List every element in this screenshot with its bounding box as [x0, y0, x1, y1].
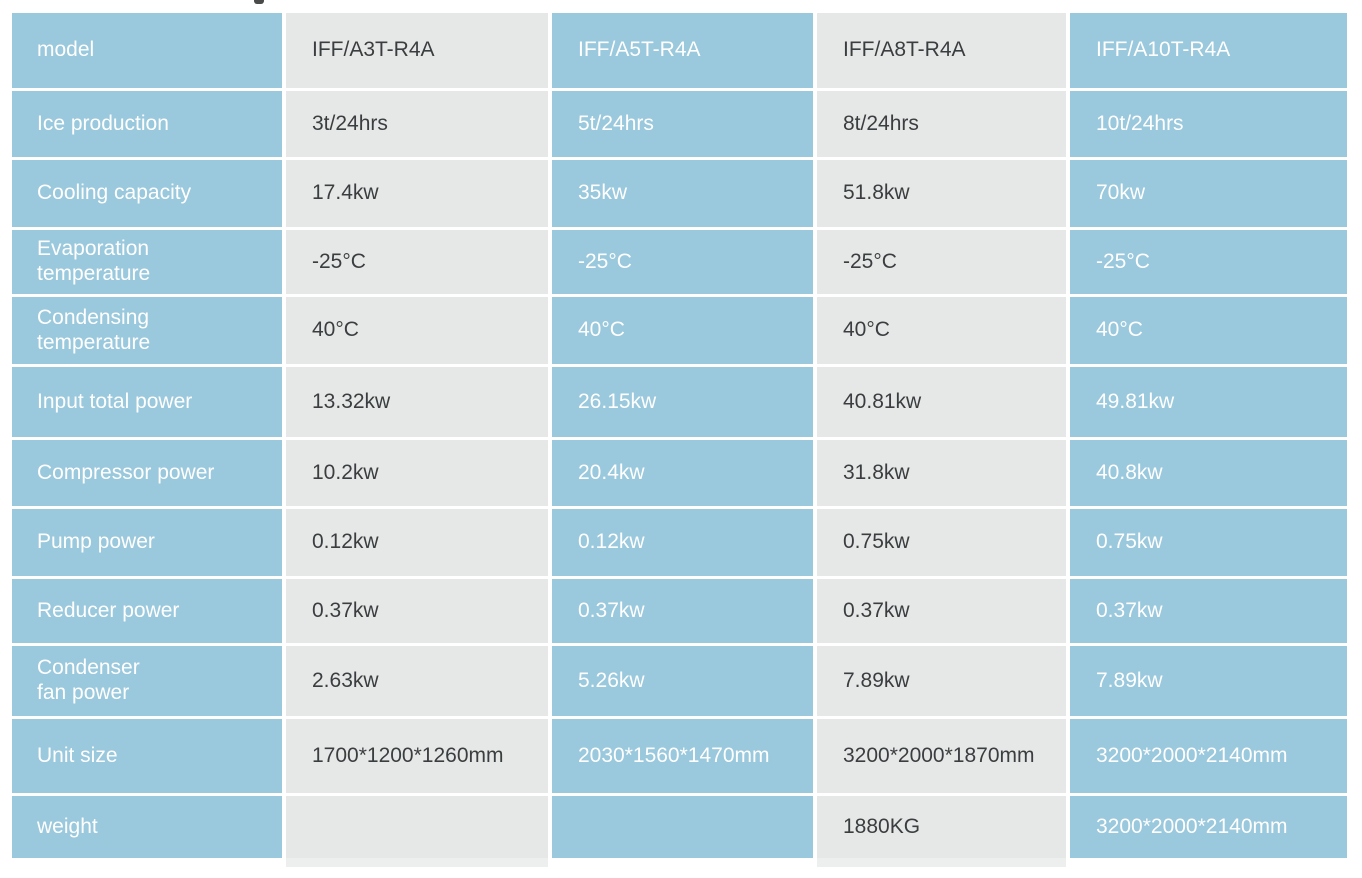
- spec-value-cell: 5t/24hrs: [552, 91, 813, 157]
- spec-value-cell: 40.8kw: [1070, 440, 1347, 506]
- spec-value-cell: -25°C: [286, 230, 548, 294]
- spec-value-cell: 2.63kw: [286, 646, 548, 716]
- spec-value-cell: -25°C: [1070, 230, 1347, 294]
- spec-table: model IFF/A3T-R4A IFF/A5T-R4A IFF/A8T-R4A IF…: [12, 13, 1347, 858]
- spec-value-cell: 0.75kw: [1070, 509, 1347, 576]
- spec-value-cell: 0.37kw: [1070, 579, 1347, 643]
- spec-row-label: Compressor power: [12, 440, 282, 506]
- spec-value-cell: 20.4kw: [552, 440, 813, 506]
- spec-value-cell: 10.2kw: [286, 440, 548, 506]
- spec-value-cell: IFF/A3T-R4A: [286, 13, 548, 88]
- spec-row-label: Condensing temperature: [12, 297, 282, 364]
- spec-row-label: Pump power: [12, 509, 282, 576]
- spec-row-label: Cooling capacity: [12, 160, 282, 227]
- spec-value-cell: 51.8kw: [817, 160, 1066, 227]
- spec-row-label: Condenser fan power: [12, 646, 282, 716]
- spec-row-label: weight: [12, 796, 282, 858]
- spec-value-cell: 1700*1200*1260mm: [286, 719, 548, 793]
- spec-row-label: Input total power: [12, 367, 282, 437]
- spec-row-label: Reducer power: [12, 579, 282, 643]
- spec-row-label: Ice production: [12, 91, 282, 157]
- spec-value-cell: 17.4kw: [286, 160, 548, 227]
- spec-value-cell: 40°C: [552, 297, 813, 364]
- gray-column-tail: [817, 858, 1066, 867]
- spec-value-cell: 2030*1560*1470mm: [552, 719, 813, 793]
- spec-row-label: Unit size: [12, 719, 282, 793]
- spec-value-cell: IFF/A5T-R4A: [552, 13, 813, 88]
- spec-value-cell: 35kw: [552, 160, 813, 227]
- spec-value-cell: 10t/24hrs: [1070, 91, 1347, 157]
- spec-value-cell: 0.12kw: [552, 509, 813, 576]
- spec-value-cell: 0.37kw: [817, 579, 1066, 643]
- spec-value-cell: 49.81kw: [1070, 367, 1347, 437]
- spec-value-cell: 70kw: [1070, 160, 1347, 227]
- spec-value-cell: 31.8kw: [817, 440, 1066, 506]
- spec-value-cell: 8t/24hrs: [817, 91, 1066, 157]
- spec-value-cell: 5.26kw: [552, 646, 813, 716]
- spec-value-cell: 40°C: [286, 297, 548, 364]
- spec-value-cell: [286, 796, 548, 858]
- spec-value-cell: 3200*2000*1870mm: [817, 719, 1066, 793]
- spec-row-label: model: [12, 13, 282, 88]
- spec-value-cell: 13.32kw: [286, 367, 548, 437]
- spec-value-cell: 1880KG: [817, 796, 1066, 858]
- spec-value-cell: 0.12kw: [286, 509, 548, 576]
- spec-value-cell: 0.37kw: [552, 579, 813, 643]
- spec-value-cell: [552, 796, 813, 858]
- spec-value-cell: IFF/A8T-R4A: [817, 13, 1066, 88]
- gray-column-tail: [286, 858, 548, 867]
- spec-value-cell: 3200*2000*2140mm: [1070, 796, 1347, 858]
- spec-value-cell: 3200*2000*2140mm: [1070, 719, 1347, 793]
- spec-value-cell: 40°C: [817, 297, 1066, 364]
- spec-value-cell: 3t/24hrs: [286, 91, 548, 157]
- spec-value-cell: -25°C: [552, 230, 813, 294]
- spec-value-cell: 0.37kw: [286, 579, 548, 643]
- spec-value-cell: -25°C: [817, 230, 1066, 294]
- cropped-title-artifact: [254, 0, 264, 4]
- spec-value-cell: 40°C: [1070, 297, 1347, 364]
- spec-value-cell: 26.15kw: [552, 367, 813, 437]
- spec-value-cell: IFF/A10T-R4A: [1070, 13, 1347, 88]
- spec-value-cell: 7.89kw: [817, 646, 1066, 716]
- spec-value-cell: 7.89kw: [1070, 646, 1347, 716]
- spec-value-cell: 0.75kw: [817, 509, 1066, 576]
- spec-row-label: Evaporation temperature: [12, 230, 282, 294]
- spec-value-cell: 40.81kw: [817, 367, 1066, 437]
